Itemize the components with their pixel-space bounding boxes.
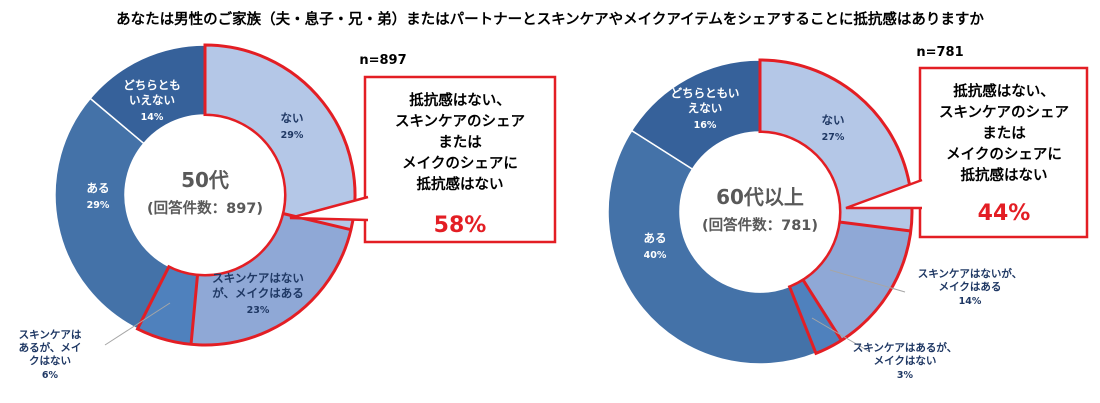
slice-percent: 14%: [959, 296, 982, 307]
callout-text: メイクのシェアに: [402, 155, 518, 172]
slice-label-text: メイクはない: [874, 355, 937, 367]
slice-label-text: あるが、メイ: [19, 341, 82, 354]
callout-text: 抵抗感はない、: [953, 82, 1055, 100]
highlight-divider: [839, 220, 911, 233]
sample-size-label: n=781: [916, 45, 963, 60]
slice-label-text: スキンケアはないが、: [918, 267, 1022, 280]
leader-line: [829, 269, 906, 293]
slice-label-skincare_ok_makeup_ok: スキンケアはないが、メイクはある 23%: [212, 271, 304, 316]
highlight-divider: [189, 274, 200, 345]
donut-hole: [126, 116, 284, 274]
center-label-age: 50代: [181, 168, 229, 192]
callout-value: 58%: [434, 213, 487, 238]
slice-label-text: スキンケアは: [19, 329, 82, 341]
sample-size-label: n=897: [359, 53, 406, 68]
slice-label-text: スキンケアはない: [212, 271, 304, 285]
slice-percent: 40%: [644, 250, 667, 261]
callout-text: または: [438, 134, 482, 151]
callout-pointer: [845, 178, 923, 210]
slice-label-text: どちらとも: [123, 78, 181, 92]
slice-label-text: いえない: [129, 93, 175, 107]
slice-percent: 16%: [694, 120, 717, 131]
slice-label-text: どちらともい: [671, 86, 740, 100]
highlight-outline: [758, 58, 914, 356]
callout-frame: [918, 66, 1089, 239]
slice-label-text: ない: [281, 111, 304, 125]
center-label-count: (回答件数：781): [702, 216, 818, 234]
slice-percent: 27%: [822, 132, 845, 143]
leader-line: [104, 302, 171, 346]
slice-label-text: メイクはある: [939, 280, 1002, 293]
center-label-age: 60代以上: [716, 185, 804, 209]
slice-label-text: が、メイクはある: [212, 286, 304, 300]
slice-label-skincare_yes_makeup_no: スキンケアはあるが、メイクはない 3%: [811, 317, 957, 381]
slice-label-none: ない 29%: [281, 111, 304, 141]
slice-percent: 23%: [247, 305, 270, 316]
slice-label-skincare_ok_makeup_ok: スキンケアはないが、メイクはある 14%: [829, 267, 1022, 307]
donut-chart-60s-plus: 60代以上 (回答件数：781) n=781 ない 27% スキンケアはないが、メイクはあ…: [607, 45, 1089, 381]
slice-percent: 6%: [42, 370, 59, 381]
callout-text: スキンケアのシェア: [939, 104, 1069, 121]
callout-text: 抵抗感はない: [417, 175, 504, 193]
slice-label-text: クはない: [29, 355, 71, 367]
slice-label-yes: ある 29%: [87, 181, 110, 211]
callout-text: または: [982, 125, 1026, 142]
donut-chart-50s: 50代 (回答件数：897) n=897 ない 29% スキンケアはないが、メイクはある 2…: [19, 43, 557, 381]
center-label-count: (回答件数：897): [147, 199, 263, 217]
slice-percent: 3%: [897, 370, 914, 381]
slice-label-text: えない: [688, 101, 723, 115]
slice-percent: 29%: [281, 130, 304, 141]
callout-text: メイクのシェアに: [946, 146, 1062, 163]
highlight-divider: [801, 278, 843, 342]
callout-text: スキンケアのシェア: [395, 113, 525, 130]
slice-label-text: ない: [822, 113, 845, 127]
slice-percent: 29%: [87, 200, 110, 211]
slice-label-yes: ある 40%: [644, 231, 667, 261]
donut-slice-yes: [54, 97, 171, 330]
slice-label-skincare_yes_makeup_no: スキンケアはあるが、メイクはない 6%: [19, 302, 171, 381]
donut-slice-yes: [607, 129, 817, 365]
chart-title: あなたは男性のご家族（夫・息子・兄・弟）またはパートナーとスキンケアやメイクアイ…: [116, 10, 984, 28]
donut-hole: [681, 133, 839, 291]
slice-label-text: スキンケアはあるが、: [853, 341, 957, 354]
callout-pointer: [289, 195, 369, 222]
callout-text: 抵抗感はない: [961, 166, 1048, 184]
slice-label-text: ある: [644, 231, 667, 245]
callout-value: 44%: [978, 201, 1031, 226]
callout-text: 抵抗感はない、: [409, 91, 511, 109]
callout-frame: [363, 75, 557, 244]
slice-percent: 14%: [141, 112, 164, 123]
leader-line: [811, 317, 871, 353]
slice-label-none: ない 27%: [822, 113, 845, 143]
slice-label-text: ある: [87, 181, 110, 195]
